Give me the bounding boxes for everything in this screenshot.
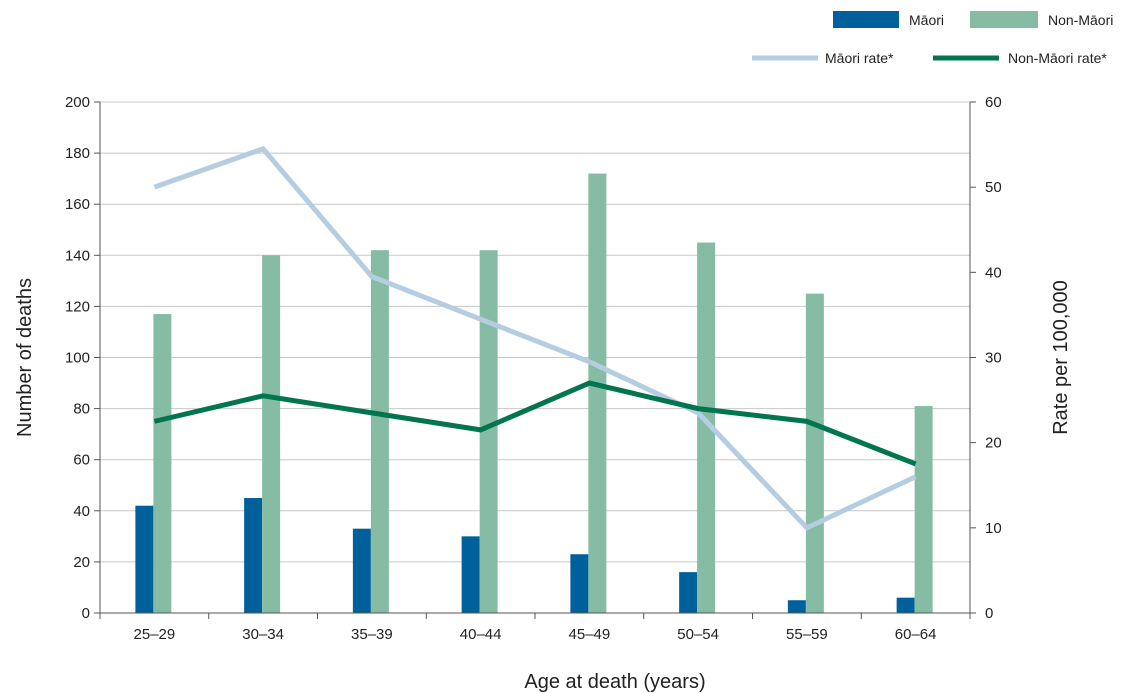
legend-label-maori: Māori <box>909 12 944 28</box>
x-tick-label: 25–29 <box>134 626 176 643</box>
left-tick-label: 160 <box>65 196 90 213</box>
bar-non-maori <box>588 173 607 614</box>
right-tick-label: 60 <box>985 94 1002 111</box>
right-tick-label: 40 <box>985 264 1002 281</box>
right-tick-label: 50 <box>985 179 1002 196</box>
line-non-maori-rate <box>153 380 917 467</box>
bar-maori <box>679 572 698 613</box>
left-tick-label: 180 <box>65 145 90 162</box>
bar-non-maori <box>914 406 933 613</box>
left-tick-label: 200 <box>65 94 90 111</box>
bar-maori <box>787 600 806 613</box>
bar-non-maori <box>697 242 716 613</box>
bar-maori <box>135 505 154 613</box>
x-tick-label: 45–49 <box>569 626 611 643</box>
bar-maori <box>570 554 589 613</box>
x-tick-label: 40–44 <box>460 626 502 643</box>
left-tick-label: 20 <box>73 554 90 571</box>
legend-label-non-maori: Non-Māori <box>1048 12 1113 28</box>
x-tick-label: 50–54 <box>677 626 719 643</box>
left-axis-ticks: 0 20 40 60 80 100 120 140 160 180 200 <box>65 94 100 622</box>
right-tick-label: 30 <box>985 350 1002 367</box>
line-maori-rate <box>153 145 917 531</box>
left-tick-label: 100 <box>65 350 90 367</box>
bar-maori <box>244 498 263 613</box>
legend-label-maori-rate: Māori rate* <box>825 50 894 66</box>
x-tick-label: 60–64 <box>895 626 937 643</box>
x-tick-label: 30–34 <box>242 626 284 643</box>
bar-maori <box>352 528 371 613</box>
legend: Māori Non-Māori Māori rate* Non-Māori ra… <box>752 11 1113 66</box>
bar-non-maori <box>805 293 824 613</box>
left-tick-label: 80 <box>73 401 90 418</box>
right-axis-title: Rate per 100,000 <box>1050 280 1072 435</box>
right-tick-label: 0 <box>985 605 993 622</box>
left-tick-label: 60 <box>73 452 90 469</box>
bar-maori <box>461 536 480 613</box>
left-tick-label: 140 <box>65 247 90 264</box>
left-tick-label: 0 <box>82 605 90 622</box>
right-axis-ticks: 0 10 20 30 40 50 60 <box>970 94 1002 622</box>
bar-non-maori <box>479 250 498 613</box>
legend-label-non-maori-rate: Non-Māori rate* <box>1008 50 1107 66</box>
legend-swatch-maori <box>833 11 899 28</box>
x-tick-label: 55–59 <box>786 626 828 643</box>
x-tick-label: 35–39 <box>351 626 393 643</box>
bar-non-maori <box>262 255 281 614</box>
right-tick-label: 20 <box>985 435 1002 452</box>
bar-non-maori <box>153 314 172 613</box>
left-tick-label: 120 <box>65 298 90 315</box>
bar-non-maori <box>370 250 389 613</box>
x-axis-ticks: 25–29 30–34 35–39 40–44 45–49 50–54 55–59 60–64 <box>99 613 971 643</box>
bars <box>135 173 933 614</box>
gridlines <box>100 101 970 614</box>
legend-swatch-non-maori <box>970 11 1038 28</box>
left-axis-title: Number of deaths <box>14 278 36 437</box>
rate-lines <box>153 145 917 531</box>
bar-maori <box>896 597 915 613</box>
x-axis-title: Age at death (years) <box>524 671 705 693</box>
left-tick-label: 40 <box>73 503 90 520</box>
right-tick-label: 10 <box>985 520 1002 537</box>
